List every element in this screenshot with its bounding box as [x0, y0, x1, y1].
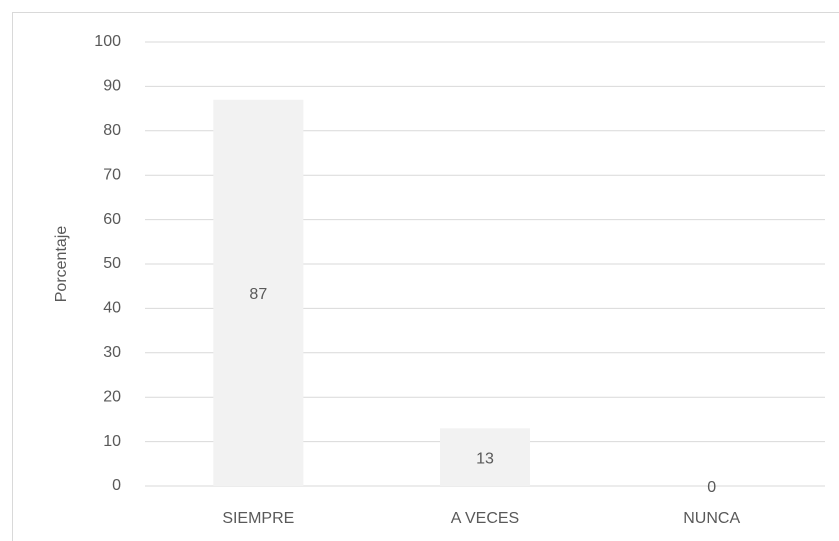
y-tick-label: 100 [94, 33, 121, 50]
data-label: 87 [249, 286, 267, 303]
y-tick-label: 80 [103, 122, 121, 139]
y-tick-label: 0 [112, 477, 121, 494]
y-tick-label: 50 [103, 255, 121, 272]
y-tick-label: 90 [103, 78, 121, 95]
y-tick-label: 10 [103, 433, 121, 450]
y-axis-label: Porcentaje [53, 226, 70, 303]
data-label: 0 [707, 479, 716, 496]
x-tick-label: NUNCA [683, 510, 740, 527]
x-tick-label: A VECES [451, 510, 519, 527]
chart-frame [12, 12, 839, 541]
x-tick-label: SIEMPRE [222, 510, 294, 527]
y-tick-label: 70 [103, 166, 121, 183]
y-tick-label: 60 [103, 211, 121, 228]
y-tick-label: 40 [103, 300, 121, 317]
data-label: 13 [476, 450, 494, 467]
y-tick-label: 20 [103, 388, 121, 405]
bar [213, 99, 304, 486]
y-tick-label: 30 [103, 344, 121, 361]
bar [440, 428, 530, 486]
